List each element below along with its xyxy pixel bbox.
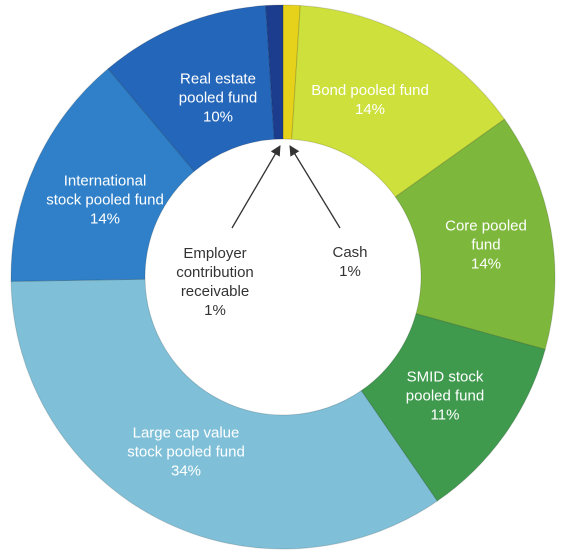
arrow xyxy=(231,145,281,229)
slice-label: Core pooled fund 14% xyxy=(431,217,541,274)
slice-label: SMID stock pooled fund 11% xyxy=(390,368,500,425)
category-name: Bond pooled fund xyxy=(311,82,429,99)
value-label: 10% xyxy=(202,108,234,126)
slice-label: International stock pooled fund 14% xyxy=(45,172,165,229)
category-name: Core pooled fund xyxy=(445,217,527,254)
slice xyxy=(10,278,438,550)
value-label: 1% xyxy=(204,302,226,319)
category-name: International stock pooled fund xyxy=(46,172,164,209)
value-label: 34% xyxy=(170,462,202,480)
slice xyxy=(107,5,275,172)
category-name: Employer contribution receivable xyxy=(176,245,254,300)
category-name: Cash xyxy=(332,244,368,261)
slice-label: Real estate pooled fund 10% xyxy=(163,70,273,127)
slice-label: Large cap value stock pooled fund 34% xyxy=(121,424,251,481)
value-label: 1% xyxy=(339,263,361,280)
slice xyxy=(282,4,301,140)
value-label: 14% xyxy=(354,101,386,118)
arrow xyxy=(289,145,341,229)
value-label: 14% xyxy=(89,210,121,228)
slice xyxy=(265,4,284,140)
slice-label: Employer contribution receivable 1% xyxy=(160,244,270,320)
value-label: 14% xyxy=(470,255,502,273)
category-name: Large cap value stock pooled fund xyxy=(127,424,245,461)
slice xyxy=(291,5,506,198)
category-name: Real estate pooled fund xyxy=(178,70,258,107)
slice xyxy=(360,313,546,502)
category-name: SMID stock pooled fund xyxy=(405,368,485,405)
slice xyxy=(394,118,556,351)
value-label: 11% xyxy=(430,406,460,424)
slice xyxy=(10,67,195,282)
slice-label: Cash 1% xyxy=(315,243,385,281)
slice-label: Bond pooled fund 14% xyxy=(310,81,430,119)
